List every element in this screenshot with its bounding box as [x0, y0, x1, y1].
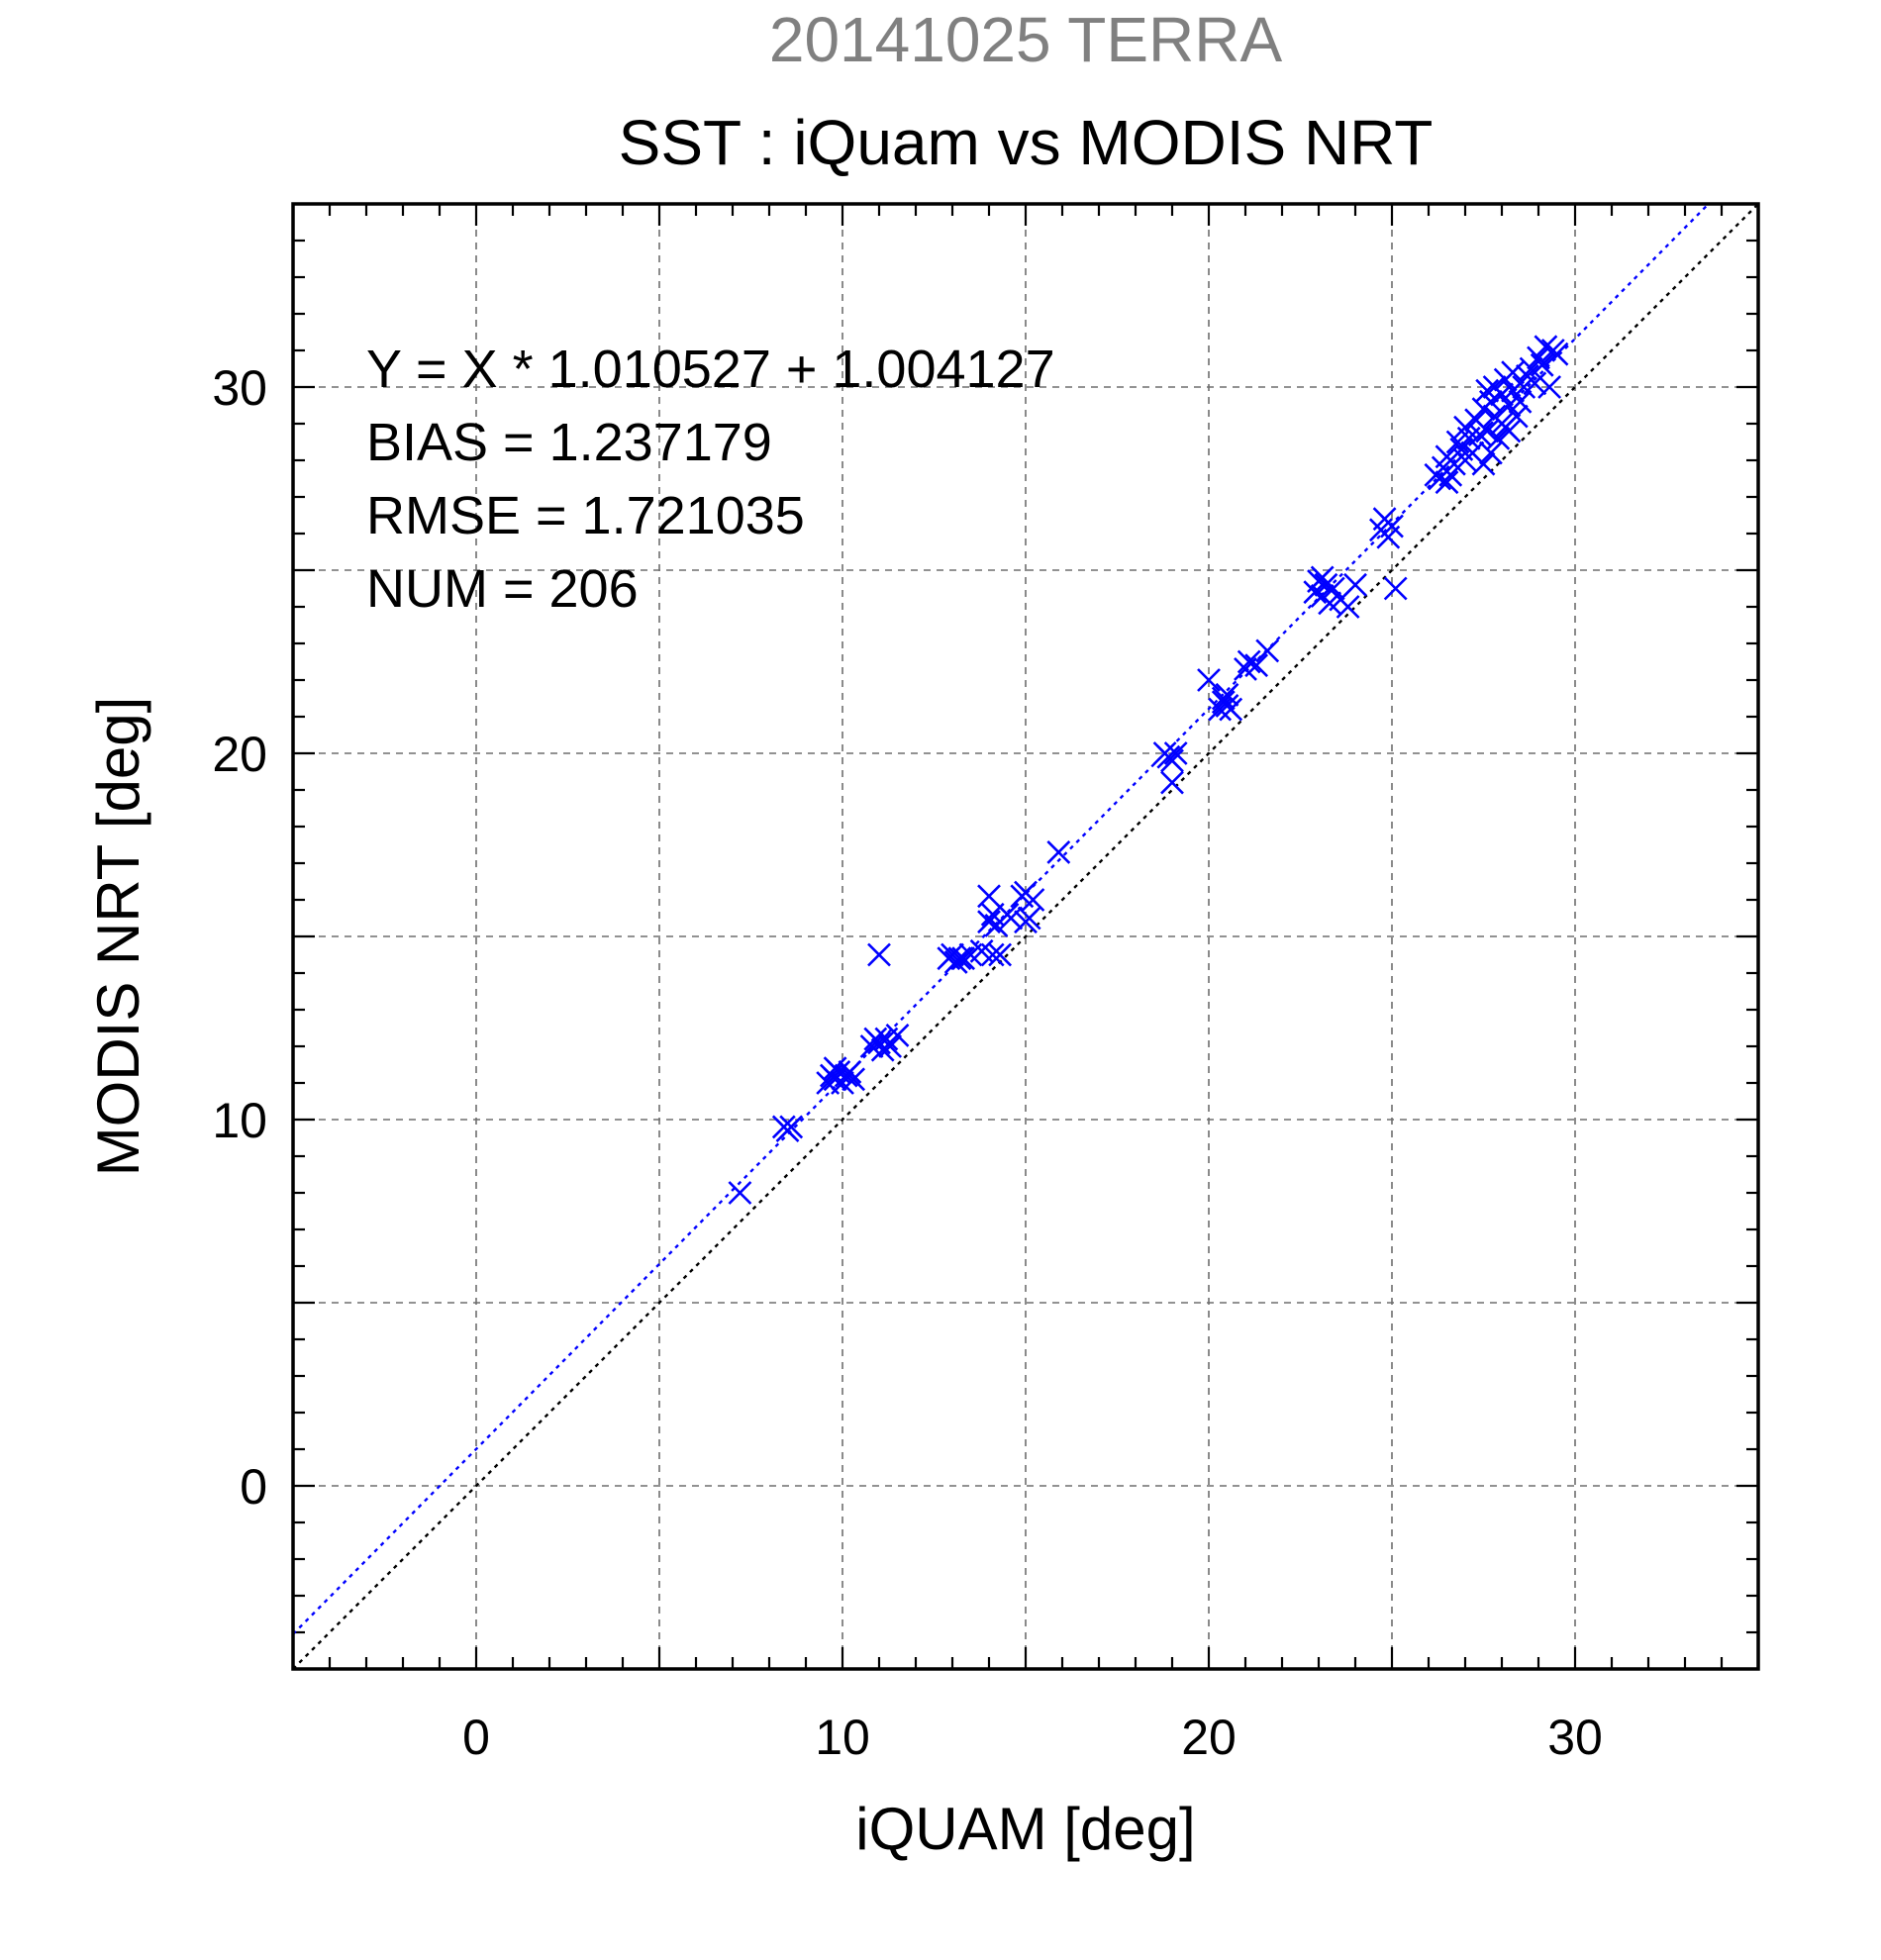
data-point	[1310, 565, 1335, 590]
y-tick-labels: 0 10 20 30	[212, 360, 267, 1515]
x-tick-labels: 0 10 20 30	[462, 1710, 1603, 1765]
data-point	[1504, 404, 1529, 429]
y-axis-label: MODIS NRT [deg]	[85, 697, 151, 1177]
data-point	[1475, 419, 1500, 443]
data-point	[1508, 389, 1533, 414]
data-point	[1014, 910, 1038, 934]
data-point	[1197, 668, 1221, 692]
chart-supertitle: 20141025 TERRA	[769, 4, 1283, 75]
data-point	[1336, 595, 1360, 619]
data-point	[1046, 839, 1071, 864]
x-axis-label: iQUAM [deg]	[855, 1796, 1195, 1862]
data-point	[1478, 441, 1503, 465]
data-point	[1244, 653, 1269, 678]
y-tick-label: 10	[212, 1093, 267, 1148]
data-point	[1497, 419, 1522, 443]
data-point	[885, 1023, 910, 1047]
data-point	[1380, 514, 1404, 539]
stats-line-equation: Y = X * 1.010527 + 1.004127	[366, 340, 1055, 399]
plot-frame	[291, 202, 1760, 1671]
data-point	[1486, 426, 1511, 450]
x-tick-label: 30	[1547, 1710, 1603, 1765]
data-point	[1343, 572, 1367, 597]
data-point	[1219, 697, 1243, 722]
data-point	[779, 1115, 804, 1139]
data-point	[842, 1067, 866, 1092]
identity-line	[293, 204, 1758, 1669]
data-point	[728, 1181, 752, 1205]
x-tick-label: 0	[462, 1710, 490, 1765]
data-point	[1383, 576, 1408, 601]
y-tick-label: 20	[212, 727, 267, 782]
data-point	[1255, 638, 1280, 663]
data-point	[1237, 649, 1261, 674]
data-point	[999, 906, 1024, 931]
data-point	[1021, 888, 1045, 912]
data-point	[838, 1059, 862, 1084]
stats-line-bias: BIAS = 1.237179	[366, 413, 772, 472]
data-point	[1523, 371, 1547, 396]
x-tick-label: 20	[1181, 1710, 1237, 1765]
stats-line-num: NUM = 206	[366, 559, 639, 619]
data-point	[1160, 748, 1184, 773]
data-point	[1160, 770, 1184, 795]
y-tick-label: 30	[212, 360, 267, 416]
data-point	[980, 942, 1005, 967]
data-point	[1527, 345, 1550, 370]
y-tick-label: 0	[240, 1459, 267, 1515]
chart-title: SST : iQuam vs MODIS NRT	[619, 107, 1434, 178]
data-point	[1478, 389, 1503, 414]
data-point	[1163, 741, 1188, 765]
data-point	[1453, 448, 1477, 472]
data-point	[878, 1034, 903, 1058]
data-point	[1537, 375, 1562, 399]
data-point	[1467, 423, 1492, 447]
data-point	[1544, 342, 1569, 366]
data-point	[977, 884, 1001, 909]
data-points	[728, 335, 1569, 1205]
data-point	[951, 946, 976, 971]
data-point	[1501, 360, 1526, 385]
x-tick-label: 10	[815, 1710, 870, 1765]
data-point	[1435, 444, 1459, 469]
stats-line-rmse: RMSE = 1.721035	[366, 486, 805, 545]
data-point	[1435, 470, 1459, 495]
axis-ticks	[293, 204, 1758, 1669]
data-point	[867, 942, 891, 967]
data-point	[1534, 335, 1558, 359]
data-point	[1215, 682, 1239, 707]
data-point	[1530, 352, 1554, 377]
stats-box: Y = X * 1.010527 + 1.004127 BIAS = 1.237…	[366, 340, 1055, 619]
data-point	[823, 1056, 847, 1081]
data-point	[1471, 451, 1496, 476]
data-point	[988, 942, 1013, 967]
data-point	[977, 910, 1001, 934]
data-point	[771, 1115, 796, 1139]
